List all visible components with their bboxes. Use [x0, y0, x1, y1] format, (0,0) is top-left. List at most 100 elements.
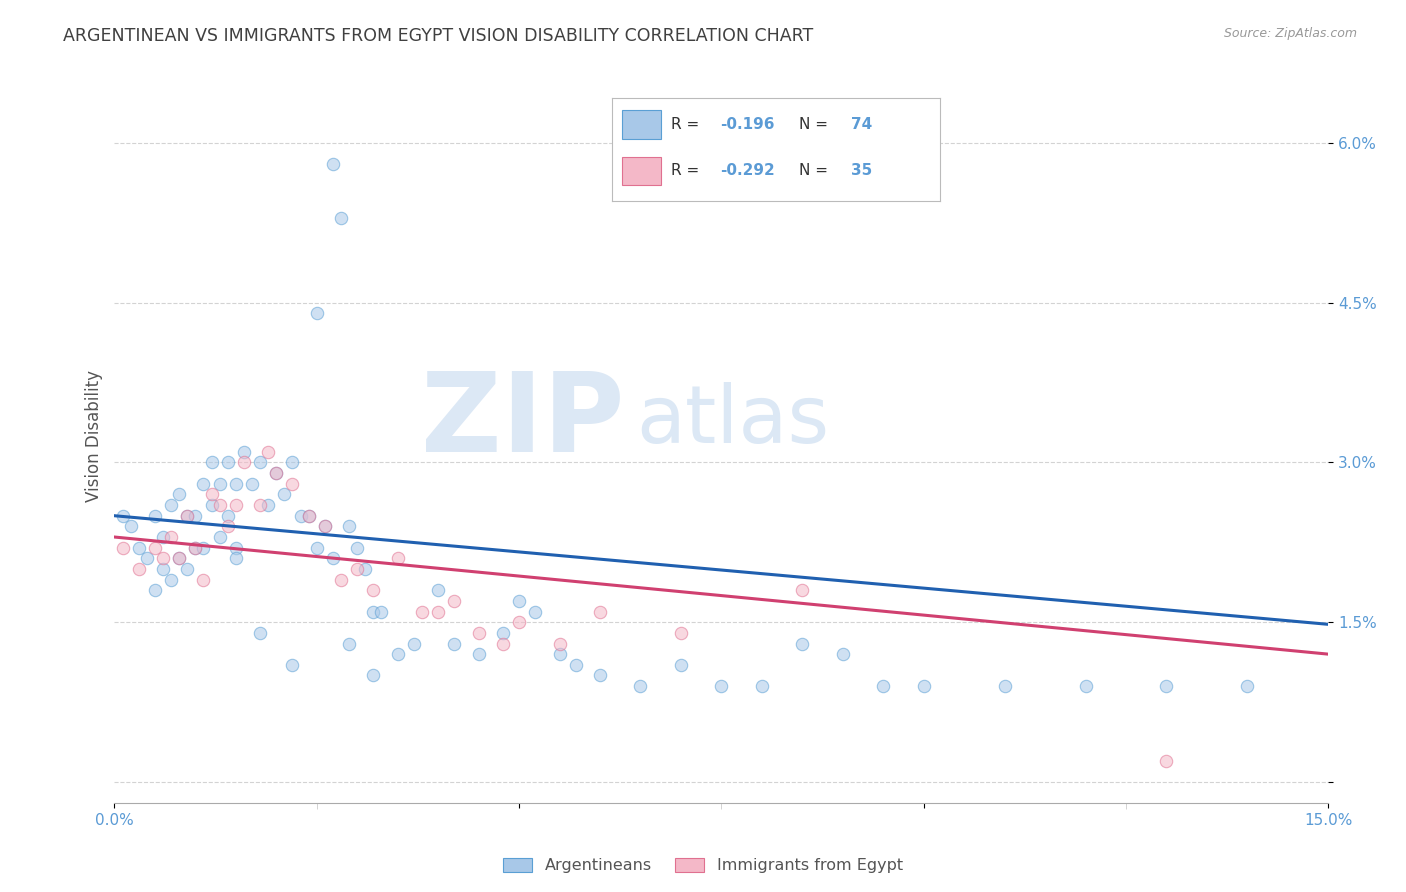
- Text: Source: ZipAtlas.com: Source: ZipAtlas.com: [1223, 27, 1357, 40]
- Point: [232, 445, 254, 459]
- Point: [346, 541, 368, 555]
- Point: [508, 615, 530, 630]
- Point: [630, 679, 652, 693]
- Point: [135, 551, 157, 566]
- Point: [337, 519, 360, 533]
- Point: [467, 647, 489, 661]
- Point: [548, 647, 571, 661]
- Point: [669, 657, 692, 672]
- Point: [589, 668, 612, 682]
- Point: [128, 562, 150, 576]
- Point: [184, 508, 207, 523]
- Point: [200, 487, 222, 501]
- Point: [152, 562, 174, 576]
- Point: [176, 562, 198, 576]
- Point: [193, 541, 215, 555]
- Text: ARGENTINEAN VS IMMIGRANTS FROM EGYPT VISION DISABILITY CORRELATION CHART: ARGENTINEAN VS IMMIGRANTS FROM EGYPT VIS…: [63, 27, 814, 45]
- Point: [281, 657, 304, 672]
- Point: [160, 530, 183, 544]
- Point: [792, 583, 814, 598]
- Point: [143, 583, 166, 598]
- Point: [208, 498, 231, 512]
- Point: [1156, 679, 1178, 693]
- Point: [193, 476, 215, 491]
- Point: [363, 668, 385, 682]
- Point: [232, 455, 254, 469]
- Point: [322, 551, 344, 566]
- Point: [314, 519, 336, 533]
- Y-axis label: Vision Disability: Vision Disability: [86, 370, 103, 502]
- Point: [508, 594, 530, 608]
- Point: [337, 636, 360, 650]
- Point: [427, 605, 450, 619]
- Point: [167, 487, 190, 501]
- Point: [152, 551, 174, 566]
- Point: [443, 636, 465, 650]
- Point: [492, 636, 515, 650]
- Point: [872, 679, 894, 693]
- Point: [548, 636, 571, 650]
- Point: [184, 541, 207, 555]
- Point: [1074, 679, 1097, 693]
- Point: [264, 466, 287, 480]
- Point: [330, 573, 353, 587]
- Point: [363, 605, 385, 619]
- Point: [314, 519, 336, 533]
- Point: [346, 562, 368, 576]
- Point: [217, 519, 239, 533]
- Point: [370, 605, 392, 619]
- Point: [249, 498, 271, 512]
- Point: [225, 476, 247, 491]
- Point: [281, 476, 304, 491]
- Point: [120, 519, 142, 533]
- Point: [994, 679, 1017, 693]
- Point: [200, 498, 222, 512]
- Text: ZIP: ZIP: [420, 368, 624, 475]
- Point: [225, 498, 247, 512]
- Point: [264, 466, 287, 480]
- Point: [217, 455, 239, 469]
- Point: [257, 498, 280, 512]
- Point: [427, 583, 450, 598]
- Point: [564, 657, 586, 672]
- Point: [111, 508, 134, 523]
- Point: [273, 487, 295, 501]
- Point: [249, 625, 271, 640]
- Point: [751, 679, 773, 693]
- Point: [1236, 679, 1258, 693]
- Point: [467, 625, 489, 640]
- Point: [200, 455, 222, 469]
- Point: [111, 541, 134, 555]
- Point: [387, 551, 409, 566]
- Point: [912, 679, 935, 693]
- Point: [1156, 754, 1178, 768]
- Point: [143, 541, 166, 555]
- Point: [354, 562, 377, 576]
- Point: [305, 306, 328, 320]
- Point: [217, 508, 239, 523]
- Point: [176, 508, 198, 523]
- Point: [492, 625, 515, 640]
- Point: [208, 530, 231, 544]
- Legend: Argentineans, Immigrants from Egypt: Argentineans, Immigrants from Egypt: [496, 851, 910, 880]
- Point: [249, 455, 271, 469]
- Point: [184, 541, 207, 555]
- Point: [225, 551, 247, 566]
- Point: [443, 594, 465, 608]
- Point: [411, 605, 433, 619]
- Point: [387, 647, 409, 661]
- Point: [669, 625, 692, 640]
- Point: [152, 530, 174, 544]
- Point: [298, 508, 321, 523]
- Point: [176, 508, 198, 523]
- Point: [193, 573, 215, 587]
- Point: [402, 636, 425, 650]
- Point: [128, 541, 150, 555]
- Point: [792, 636, 814, 650]
- Point: [831, 647, 853, 661]
- Point: [363, 583, 385, 598]
- Text: atlas: atlas: [637, 382, 830, 460]
- Point: [524, 605, 547, 619]
- Point: [330, 211, 353, 225]
- Point: [290, 508, 312, 523]
